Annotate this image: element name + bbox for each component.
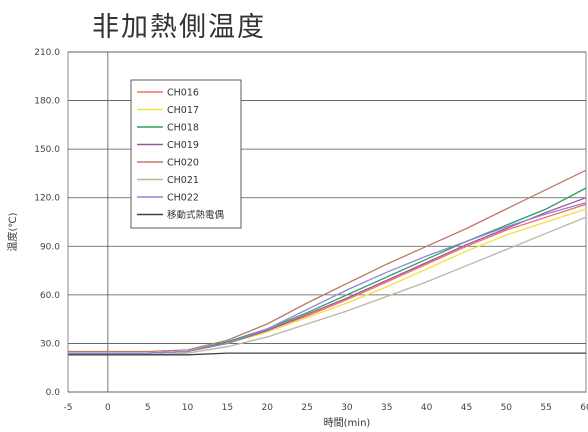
chart-title: 非加熱側温度 bbox=[92, 12, 266, 43]
legend-entry: 移動式熱電偶 bbox=[167, 209, 224, 221]
legend-entry: CH016 bbox=[167, 88, 199, 99]
legend-entry: CH022 bbox=[167, 193, 199, 204]
legend-entry: CH021 bbox=[167, 175, 199, 186]
y-tick-label: 150.0 bbox=[34, 145, 60, 155]
y-tick-label: 60.0 bbox=[40, 291, 60, 301]
legend-box bbox=[130, 79, 242, 229]
legend-entry: CH019 bbox=[167, 140, 199, 151]
y-tick-labels: 0.0 30.0 60.0 90.0 120.0 150.0 180.0 210.0 bbox=[34, 48, 60, 398]
y-tick-label: 30.0 bbox=[40, 339, 60, 349]
legend: CH016 CH017 CH018 CH019 CH020 CH021 CH022 移動式熱電… bbox=[130, 79, 242, 229]
series-line-8 bbox=[68, 352, 586, 356]
legend-entry: CH017 bbox=[167, 105, 199, 116]
y-tick-label: 180.0 bbox=[34, 97, 60, 107]
y-tick-label: 0.0 bbox=[46, 388, 61, 398]
x-tick-label: 45 bbox=[461, 403, 472, 413]
x-tick-labels: -5 0 5 10 15 20 25 30 35 40 45 50 55 60 bbox=[64, 403, 588, 413]
x-tick-label: -5 bbox=[64, 403, 73, 413]
y-tick-label: 210.0 bbox=[34, 48, 60, 58]
x-tick-label: 55 bbox=[540, 403, 551, 413]
series-line-7 bbox=[68, 201, 587, 354]
legend-entry: CH020 bbox=[167, 158, 199, 169]
x-tick-label: 15 bbox=[222, 403, 233, 413]
x-tick-label: 20 bbox=[262, 403, 274, 413]
y-tick-label: 120.0 bbox=[34, 194, 60, 204]
series-lines bbox=[68, 169, 587, 356]
y-tick-label: 90.0 bbox=[40, 242, 60, 252]
x-tick-label: 5 bbox=[145, 403, 151, 413]
y-axis-label: 温度(℃) bbox=[6, 212, 19, 251]
x-tick-label: 35 bbox=[381, 403, 392, 413]
series-line-5 bbox=[68, 169, 587, 353]
x-tick-label: 50 bbox=[501, 403, 513, 413]
legend-entry: CH018 bbox=[167, 123, 199, 134]
x-tick-label: 40 bbox=[421, 403, 433, 413]
x-tick-label: 30 bbox=[341, 403, 353, 413]
x-tick-label: 10 bbox=[182, 403, 194, 413]
x-tick-label: 25 bbox=[301, 403, 312, 413]
x-tick-label: 0 bbox=[105, 403, 111, 413]
x-axis-label: 時間(min) bbox=[324, 417, 371, 429]
x-tick-label: 60 bbox=[580, 403, 588, 413]
